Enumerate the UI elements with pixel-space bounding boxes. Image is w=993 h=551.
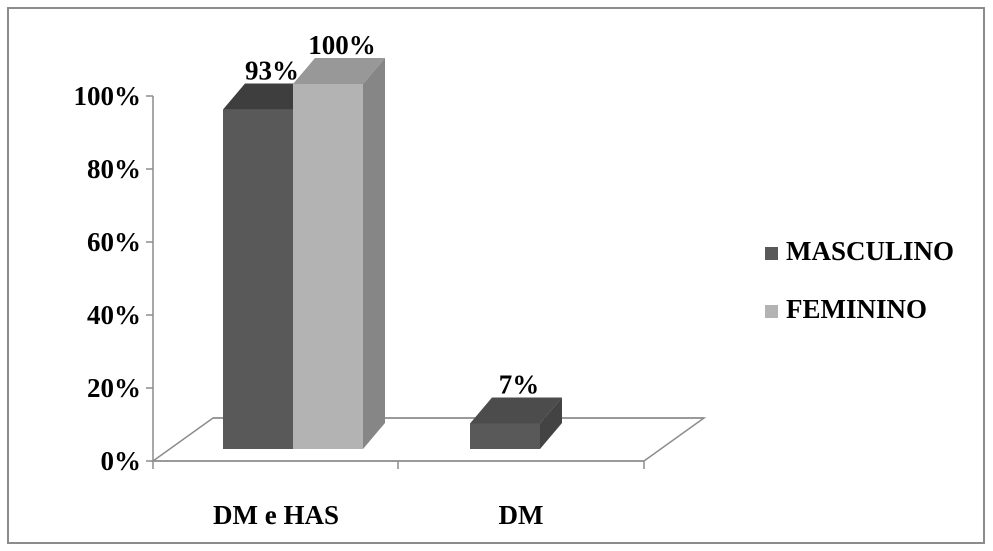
category-label: DM — [499, 500, 544, 530]
legend: MASCULINO FEMININO — [765, 236, 954, 324]
category-label: DM e HAS — [213, 500, 339, 530]
bar-top — [293, 58, 385, 84]
y-axis-ticks: 0% 20% 40% 60% 80% 100% — [74, 81, 153, 476]
bar-feminino-0 — [293, 58, 385, 449]
data-label: 7% — [499, 369, 540, 399]
y-tick-label: 80% — [87, 154, 141, 184]
legend-swatch-feminino — [765, 305, 778, 318]
category-labels: DM e HAS DM — [213, 500, 543, 530]
bar-front — [470, 423, 540, 449]
legend-swatch-masculino — [765, 247, 778, 260]
y-tick-label: 40% — [87, 300, 141, 330]
bar-side — [540, 397, 562, 449]
bar-side — [363, 58, 385, 449]
y-tick-label: 60% — [87, 227, 141, 257]
x-axis-ticks — [152, 461, 645, 469]
bar-top — [223, 83, 315, 110]
y-tick-label: 100% — [74, 81, 142, 111]
bar-front — [293, 84, 363, 449]
legend-label-masculino: MASCULINO — [786, 236, 954, 266]
data-label: 100% — [308, 30, 376, 60]
legend-label-feminino: FEMININO — [786, 294, 927, 324]
bar-masculino-1 — [470, 397, 562, 449]
bar-front — [223, 109, 293, 450]
bars — [223, 58, 562, 450]
y-tick-label: 0% — [101, 446, 142, 476]
data-label: 93% — [245, 56, 299, 86]
y-tick-label: 20% — [87, 373, 141, 403]
bar-top — [470, 397, 562, 424]
data-labels: 93% 100% 7% — [245, 30, 539, 399]
